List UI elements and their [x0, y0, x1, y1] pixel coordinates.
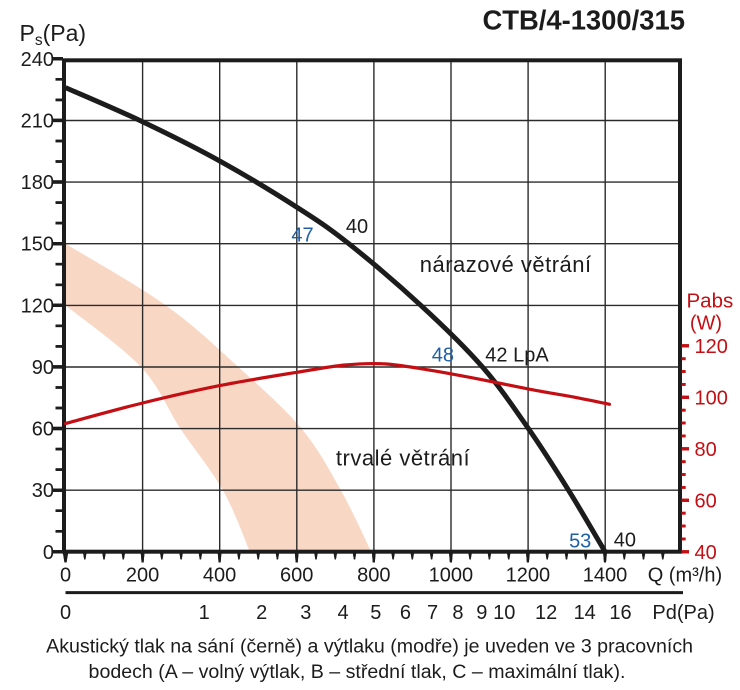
svg-text:2: 2 — [256, 602, 267, 624]
svg-text:9: 9 — [476, 602, 487, 624]
svg-text:1: 1 — [199, 602, 210, 624]
svg-text:90: 90 — [32, 357, 54, 379]
svg-text:0: 0 — [60, 565, 71, 587]
svg-text:30: 30 — [32, 480, 54, 502]
svg-text:3: 3 — [300, 602, 311, 624]
svg-text:180: 180 — [21, 172, 54, 194]
svg-text:bodech (A – volný výtlak, B –: bodech (A – volný výtlak, B – střední tl… — [89, 661, 626, 683]
svg-text:0: 0 — [60, 602, 71, 624]
svg-text:1000: 1000 — [429, 565, 474, 587]
svg-text:1400: 1400 — [583, 565, 628, 587]
svg-text:42 LpA: 42 LpA — [485, 345, 549, 367]
svg-text:240: 240 — [21, 49, 54, 71]
svg-text:40: 40 — [614, 530, 636, 552]
svg-text:4: 4 — [337, 602, 348, 624]
svg-text:12: 12 — [535, 602, 557, 624]
svg-text:210: 210 — [21, 110, 54, 132]
svg-text:200: 200 — [126, 565, 159, 587]
svg-text:Pd(Pa): Pd(Pa) — [652, 602, 714, 624]
svg-text:Q (m³/h): Q (m³/h) — [648, 565, 722, 587]
svg-text:Ps(Pa): Ps(Pa) — [20, 20, 87, 49]
svg-text:80: 80 — [695, 439, 717, 461]
svg-text:Pabs: Pabs — [687, 290, 734, 313]
svg-text:5: 5 — [370, 602, 381, 624]
svg-text:6: 6 — [400, 602, 411, 624]
svg-text:8: 8 — [452, 602, 463, 624]
svg-text:120: 120 — [695, 336, 728, 358]
svg-text:14: 14 — [574, 602, 596, 624]
svg-text:60: 60 — [32, 419, 54, 441]
svg-text:1200: 1200 — [506, 565, 551, 587]
svg-text:7: 7 — [427, 602, 438, 624]
svg-text:nárazové větrání: nárazové větrání — [420, 252, 592, 277]
svg-text:16: 16 — [609, 602, 631, 624]
svg-text:Akustický tlak na sání (černě): Akustický tlak na sání (černě) a výtlaku… — [46, 636, 693, 658]
svg-text:10: 10 — [493, 602, 515, 624]
svg-text:150: 150 — [21, 234, 54, 256]
svg-text:48: 48 — [432, 345, 454, 367]
svg-text:53: 53 — [569, 531, 591, 553]
svg-text:47: 47 — [291, 225, 313, 247]
svg-text:120: 120 — [21, 295, 54, 317]
svg-text:trvalé větrání: trvalé větrání — [336, 446, 470, 471]
svg-text:100: 100 — [695, 387, 728, 409]
svg-text:800: 800 — [357, 565, 390, 587]
svg-text:40: 40 — [346, 216, 368, 238]
svg-text:600: 600 — [280, 565, 313, 587]
svg-text:400: 400 — [203, 565, 236, 587]
svg-text:40: 40 — [695, 542, 717, 564]
svg-text:0: 0 — [43, 542, 54, 564]
svg-text:CTB/4-1300/315: CTB/4-1300/315 — [482, 5, 685, 36]
svg-text:60: 60 — [695, 490, 717, 512]
svg-text:(W): (W) — [690, 313, 722, 335]
